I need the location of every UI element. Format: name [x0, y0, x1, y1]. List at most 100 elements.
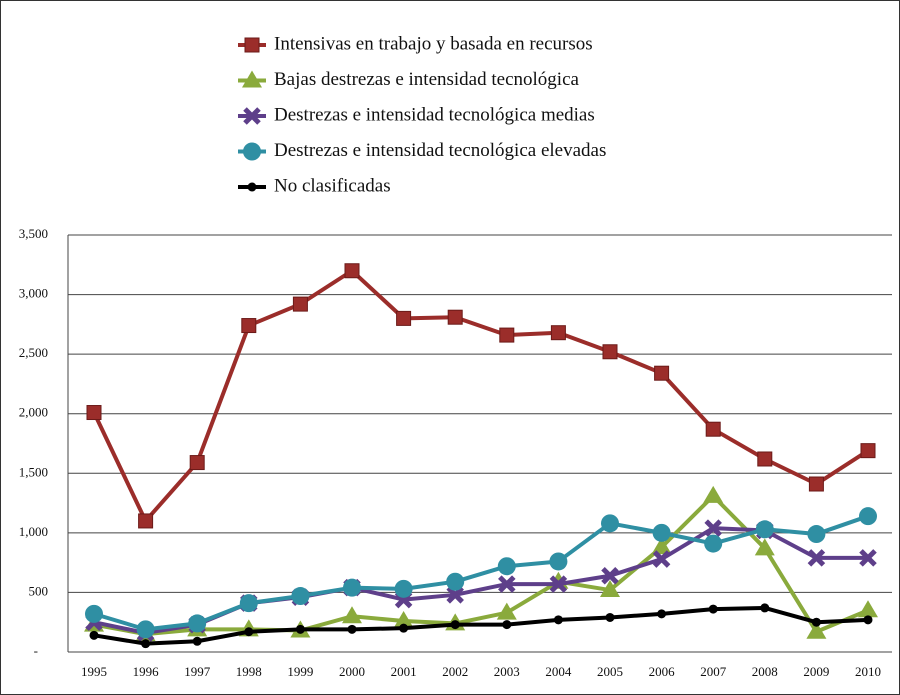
- marker: [502, 620, 512, 630]
- marker: [757, 451, 773, 467]
- marker: [708, 604, 718, 614]
- marker: [192, 636, 202, 646]
- x-tick-label: 2001: [391, 664, 417, 679]
- x-tick-label: 2002: [442, 664, 468, 679]
- marker: [447, 309, 463, 325]
- legend-label: Bajas destrezas e intensidad tecnológica: [274, 69, 580, 90]
- marker: [704, 519, 722, 537]
- x-tick-label: 1998: [236, 664, 262, 679]
- marker: [860, 443, 876, 459]
- marker: [295, 624, 305, 634]
- marker: [396, 310, 412, 326]
- marker: [549, 552, 568, 571]
- marker: [553, 615, 563, 625]
- marker: [450, 620, 460, 630]
- x-tick-label: 2007: [700, 664, 727, 679]
- y-tick-label: 2,500: [19, 345, 48, 360]
- legend-label: No clasificadas: [274, 175, 391, 196]
- marker: [605, 612, 615, 622]
- series-line: [93, 514, 869, 632]
- marker: [550, 325, 566, 341]
- marker: [343, 578, 361, 597]
- marker: [549, 575, 568, 593]
- marker: [496, 602, 517, 620]
- marker: [344, 263, 360, 279]
- x-tick-label: 2000: [339, 664, 365, 679]
- series: [89, 603, 873, 649]
- marker: [86, 405, 102, 421]
- marker: [247, 182, 257, 192]
- y-tick-label: 1,500: [19, 464, 48, 479]
- marker: [244, 37, 260, 53]
- marker: [859, 507, 877, 526]
- y-tick-label: 2,000: [19, 405, 48, 420]
- x-tick-label: 2008: [752, 664, 778, 679]
- marker: [85, 604, 103, 623]
- marker: [446, 572, 465, 591]
- marker: [705, 421, 721, 437]
- marker: [394, 579, 413, 598]
- series: [86, 263, 876, 529]
- marker: [399, 623, 409, 633]
- marker: [601, 514, 619, 533]
- series: [85, 507, 877, 639]
- marker: [292, 296, 308, 312]
- x-tick-label: 1996: [133, 664, 160, 679]
- marker: [754, 538, 775, 556]
- marker: [811, 617, 821, 627]
- marker: [89, 630, 99, 640]
- marker: [243, 107, 261, 125]
- marker: [808, 476, 824, 492]
- legend-label: Intensivas en trabajo y basada en recurs…: [274, 33, 593, 54]
- marker: [760, 603, 770, 613]
- x-tick-label: 2004: [545, 664, 572, 679]
- x-tick-label: 2003: [494, 664, 520, 679]
- legend-label: Destrezas e intensidad tecnológica media…: [274, 104, 595, 125]
- marker: [141, 639, 151, 649]
- x-tick-label: 1995: [81, 664, 107, 679]
- marker: [244, 627, 254, 637]
- marker: [347, 624, 357, 634]
- marker: [652, 523, 671, 542]
- x-tick-label: 2005: [597, 664, 623, 679]
- marker: [446, 586, 464, 604]
- marker: [755, 520, 774, 539]
- marker: [393, 611, 414, 629]
- marker: [136, 620, 155, 639]
- legend-label: Destrezas e intensidad tecnológica eleva…: [274, 140, 606, 161]
- marker: [239, 594, 258, 613]
- series-line: [93, 493, 869, 637]
- x-tick-label: 2006: [649, 664, 676, 679]
- x-tick-label: 1997: [184, 664, 211, 679]
- marker: [342, 606, 362, 624]
- marker: [651, 537, 672, 555]
- marker: [704, 534, 723, 553]
- marker: [858, 600, 878, 618]
- marker: [654, 365, 670, 381]
- marker: [807, 549, 826, 567]
- x-tick-label: 2010: [855, 664, 881, 679]
- marker: [601, 566, 619, 585]
- marker: [138, 513, 154, 529]
- series-line: [93, 605, 869, 646]
- marker: [600, 580, 620, 598]
- marker: [657, 609, 667, 619]
- y-tick-label: -: [34, 643, 38, 658]
- marker: [241, 318, 257, 334]
- marker: [652, 550, 671, 568]
- marker: [189, 455, 205, 471]
- marker: [498, 575, 516, 593]
- marker: [188, 614, 207, 633]
- marker: [497, 557, 516, 576]
- marker: [703, 485, 724, 503]
- marker: [291, 587, 310, 606]
- x-tick-label: 1999: [287, 664, 313, 679]
- marker: [243, 142, 261, 161]
- marker: [499, 327, 515, 343]
- marker: [242, 70, 262, 88]
- y-tick-label: 3,500: [19, 226, 48, 241]
- marker: [806, 621, 827, 639]
- y-tick-label: 500: [29, 583, 49, 598]
- marker: [859, 549, 877, 567]
